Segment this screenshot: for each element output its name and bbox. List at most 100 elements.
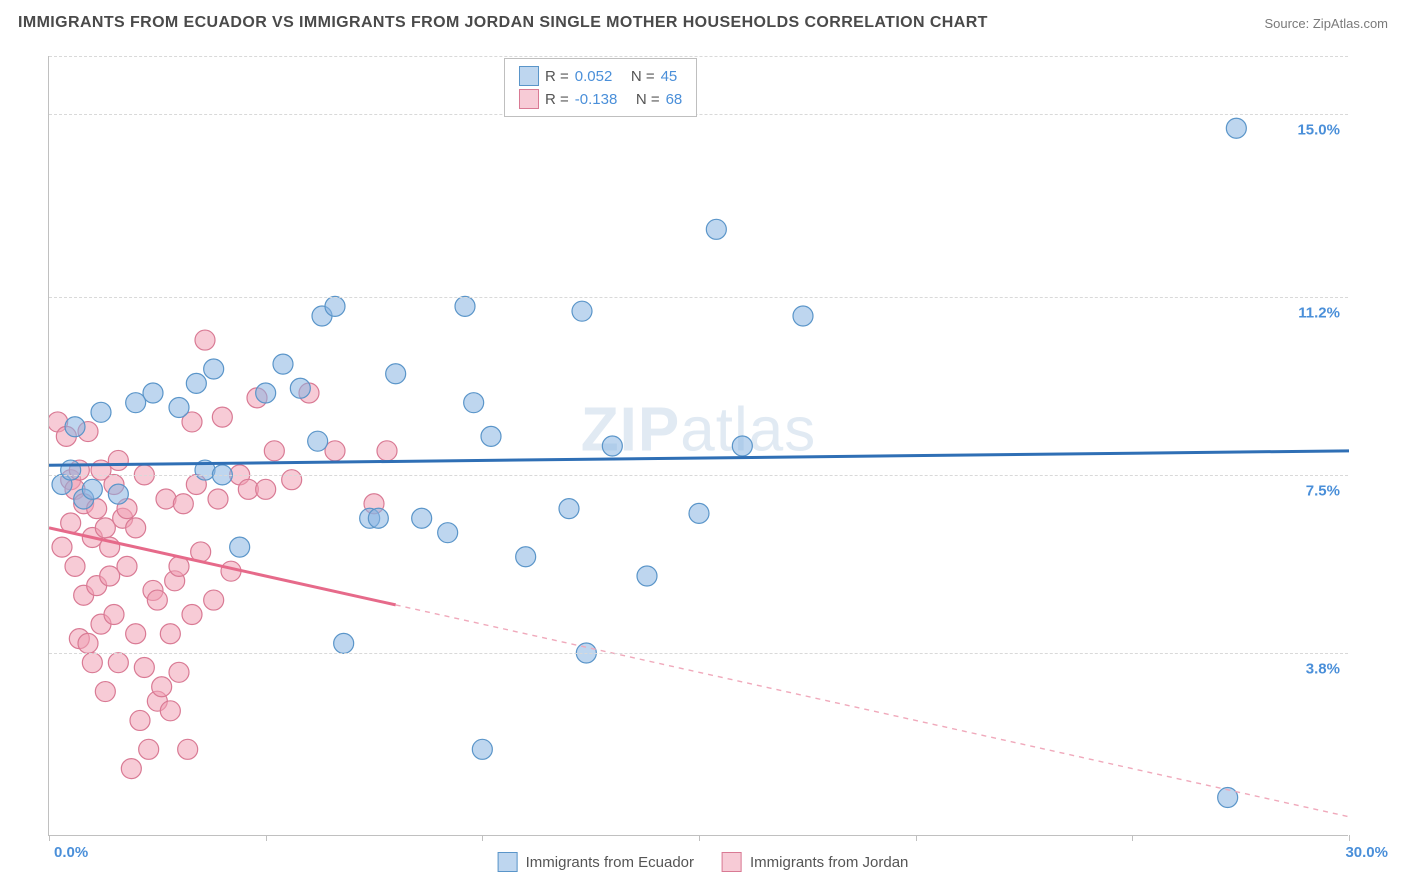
stats-n-label: N = [623,91,659,108]
trend-line-ecuador [49,451,1349,465]
data-point [104,605,124,625]
data-point [386,364,406,384]
stats-n-label: N = [618,68,654,85]
data-point [160,701,180,721]
stats-n-value: 45 [661,68,678,85]
data-point [273,354,293,374]
data-point [602,436,622,456]
data-point [481,426,501,446]
legend-swatch [519,66,539,86]
legend-swatch [722,852,742,872]
data-point [130,710,150,730]
legend-swatch [519,89,539,109]
data-point [256,383,276,403]
data-point [282,470,302,490]
data-point [61,460,81,480]
data-point [169,397,189,417]
plot-area: ZIPatlas 15.0%11.2%7.5%3.8% R = 0.052 N … [48,56,1348,836]
data-point [95,518,115,538]
grid-line [49,653,1348,654]
source-label: Source: ZipAtlas.com [1264,16,1388,31]
data-point [147,590,167,610]
data-point [308,431,328,451]
data-point [152,677,172,697]
data-point [472,739,492,759]
data-point [95,682,115,702]
data-point [377,441,397,461]
data-point [121,759,141,779]
data-point [52,537,72,557]
title-bar: IMMIGRANTS FROM ECUADOR VS IMMIGRANTS FR… [18,14,1388,32]
data-point [117,556,137,576]
data-point [82,653,102,673]
data-point [212,407,232,427]
grid-line [49,297,1348,298]
stats-r-label: R = [545,68,569,85]
data-point [169,662,189,682]
data-point [139,739,159,759]
data-point [108,653,128,673]
data-point [65,417,85,437]
data-point [178,739,198,759]
x-tick [916,835,917,841]
data-point [732,436,752,456]
stats-row: R = 0.052 N = 45 [519,66,682,86]
data-point [559,499,579,519]
data-point [689,503,709,523]
stats-r-value: -0.138 [575,91,618,108]
data-point [256,479,276,499]
data-point [438,523,458,543]
data-point [126,518,146,538]
y-tick-label: 3.8% [1306,661,1340,678]
x-tick [49,835,50,841]
data-point [464,393,484,413]
data-point [173,494,193,514]
x-tick [266,835,267,841]
grid-line [49,56,1348,57]
stats-box: R = 0.052 N = 45 R = -0.138 N = 68 [504,58,697,117]
legend-swatch [498,852,518,872]
chart-title: IMMIGRANTS FROM ECUADOR VS IMMIGRANTS FR… [18,14,988,32]
data-point [186,373,206,393]
data-point [290,378,310,398]
legend-item: Immigrants from Jordan [722,852,908,872]
data-point [516,547,536,567]
data-point [412,508,432,528]
data-point [455,296,475,316]
data-point [793,306,813,326]
data-point [1226,118,1246,138]
data-point [182,605,202,625]
data-point [160,624,180,644]
stats-r-value: 0.052 [575,68,613,85]
x-tick [482,835,483,841]
legend-label: Immigrants from Ecuador [526,854,694,871]
legend-item: Immigrants from Ecuador [498,852,694,872]
data-point [334,633,354,653]
data-point [126,624,146,644]
y-tick-label: 7.5% [1306,482,1340,499]
data-point [195,330,215,350]
data-point [134,657,154,677]
data-point [264,441,284,461]
stats-r-label: R = [545,91,569,108]
stats-row: R = -0.138 N = 68 [519,89,682,109]
data-point [82,479,102,499]
x-tick [1132,835,1133,841]
y-tick-label: 11.2% [1298,304,1340,321]
data-point [126,393,146,413]
data-point [100,566,120,586]
x-axis-max-label: 30.0% [1345,844,1388,861]
data-point [208,489,228,509]
data-point [108,484,128,504]
data-point [637,566,657,586]
data-point [368,508,388,528]
data-point [230,537,250,557]
stats-n-value: 68 [666,91,683,108]
x-axis-min-label: 0.0% [54,844,88,861]
data-point [572,301,592,321]
y-tick-label: 15.0% [1297,121,1340,138]
data-point [143,383,163,403]
legend-label: Immigrants from Jordan [750,854,908,871]
data-point [706,219,726,239]
x-tick [1349,835,1350,841]
